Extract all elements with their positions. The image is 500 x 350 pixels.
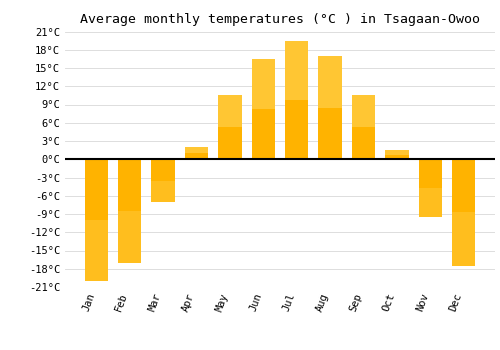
Bar <box>152 159 175 202</box>
Bar <box>185 147 208 159</box>
Bar <box>352 95 375 159</box>
Bar <box>418 159 442 217</box>
Bar <box>252 59 275 159</box>
Bar <box>152 181 175 202</box>
Bar <box>285 41 308 159</box>
Bar <box>418 188 442 217</box>
Bar <box>352 95 375 127</box>
Bar <box>318 56 342 107</box>
Bar <box>118 211 142 262</box>
Title: Average monthly temperatures (°C ) in Tsagaan-Owoo: Average monthly temperatures (°C ) in Ts… <box>80 13 480 26</box>
Bar <box>218 95 242 127</box>
Bar <box>84 159 108 281</box>
Bar <box>385 150 408 155</box>
Bar <box>252 59 275 109</box>
Bar <box>84 220 108 281</box>
Bar <box>285 41 308 100</box>
Bar <box>185 147 208 153</box>
Bar <box>218 95 242 159</box>
Bar <box>452 159 475 266</box>
Bar <box>318 56 342 159</box>
Bar <box>452 212 475 266</box>
Bar <box>385 150 408 159</box>
Bar <box>118 159 142 262</box>
